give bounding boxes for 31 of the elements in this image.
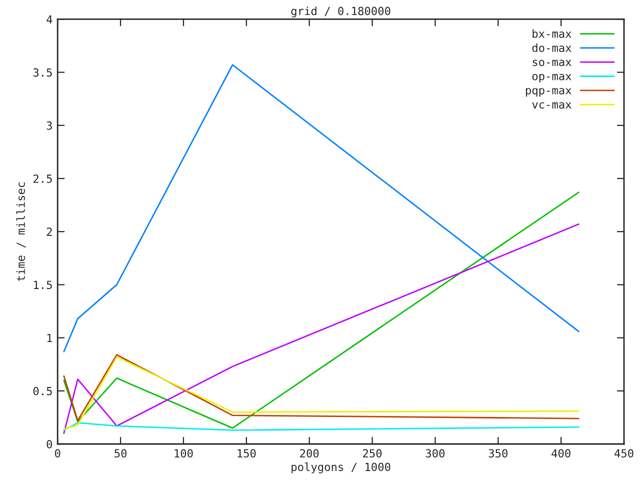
x-tick-label: 400 bbox=[552, 449, 570, 458]
line-series bbox=[63, 422, 580, 431]
x-tick-label: 100 bbox=[174, 449, 193, 458]
legend-label: bx-max bbox=[532, 29, 572, 38]
y-tick-label: 3.5 bbox=[33, 68, 52, 77]
x-tick-label: 200 bbox=[300, 449, 319, 458]
y-tick-label: 3 bbox=[46, 121, 52, 130]
chart-title: grid / 0.180000 bbox=[291, 6, 390, 18]
legend-label: so-max bbox=[532, 60, 572, 66]
y-tick-label: 0 bbox=[46, 440, 52, 448]
legend-label: do-max bbox=[532, 43, 572, 52]
legend-label: vc-max bbox=[532, 102, 572, 109]
y-tick-label: 0.5 bbox=[33, 386, 52, 396]
line-series bbox=[63, 192, 580, 429]
legend-label: op-max bbox=[532, 74, 572, 82]
line-series bbox=[63, 223, 580, 434]
y-axis-title: time / millisec bbox=[16, 182, 26, 282]
x-tick-label: 300 bbox=[426, 449, 445, 458]
x-tick-label: 250 bbox=[363, 449, 382, 458]
y-tick-label: 2 bbox=[46, 228, 52, 236]
x-tick-label: 350 bbox=[488, 449, 508, 458]
y-tick-label: 1 bbox=[47, 334, 52, 342]
x-tick-label: 450 bbox=[614, 449, 634, 458]
y-tick-label: 4 bbox=[46, 15, 52, 24]
legend-label: pqp-max bbox=[526, 88, 572, 97]
x-tick-label: 150 bbox=[238, 449, 256, 458]
x-axis-title: polygons / 1000 bbox=[292, 462, 390, 474]
y-tick-label: 2.5 bbox=[33, 174, 52, 183]
x-tick-label: 50 bbox=[114, 449, 126, 458]
x-tick-label: 0 bbox=[54, 449, 60, 458]
y-tick-label: 1.5 bbox=[34, 280, 52, 290]
